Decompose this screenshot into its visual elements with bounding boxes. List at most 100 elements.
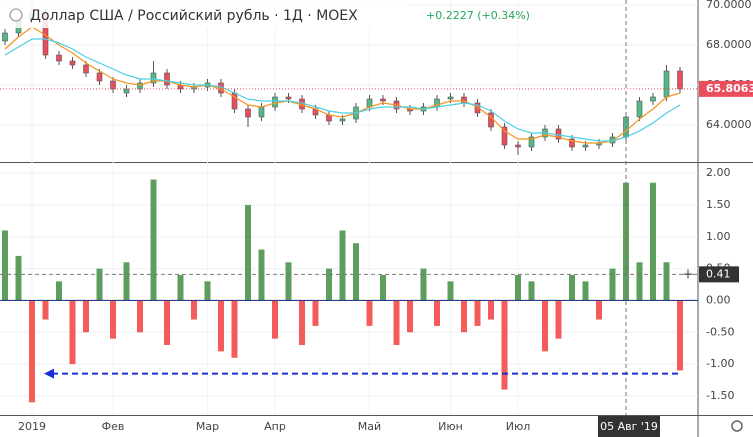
candle-body — [69, 60, 76, 66]
y-tick-label: 64.0000 — [706, 118, 752, 131]
histogram-bar — [42, 300, 49, 320]
histogram-bar — [663, 262, 670, 301]
y-tick-label: 1.00 — [706, 230, 731, 243]
histogram-bar — [15, 255, 22, 301]
histogram-bar — [461, 300, 467, 333]
candle-body — [110, 80, 116, 90]
histogram-bar — [434, 300, 440, 326]
histogram-bar — [96, 268, 103, 301]
candle-body — [258, 106, 265, 118]
histogram-bar — [555, 300, 562, 339]
moving-average — [4, 38, 681, 142]
candle-body — [339, 118, 346, 122]
candle-body — [366, 98, 373, 108]
histogram-bar — [677, 300, 683, 371]
histogram-bar — [191, 300, 197, 320]
candle-body — [83, 64, 89, 74]
candle-body — [663, 70, 670, 98]
candle-body — [528, 136, 535, 148]
histogram-bar — [218, 300, 224, 352]
histogram-bar — [164, 300, 170, 345]
histogram-bar — [636, 262, 643, 301]
candle-body — [555, 128, 562, 140]
histogram-bar — [501, 300, 508, 390]
histogram-bar — [528, 281, 535, 301]
x-tick-label: Фев — [102, 420, 125, 433]
last-price-badge — [699, 80, 753, 97]
y-tick-label: -1.50 — [706, 389, 734, 402]
candle-body — [650, 96, 656, 102]
histogram-bar — [177, 275, 184, 301]
y-tick-label: 68.0000 — [706, 38, 752, 51]
histogram-bar — [380, 275, 386, 301]
y-tick-label: -1.00 — [706, 357, 734, 370]
histogram-bar — [150, 179, 157, 301]
histogram-bar — [29, 300, 35, 403]
histogram-bar — [204, 281, 211, 301]
histogram-bar — [83, 300, 89, 333]
histogram-bar — [488, 300, 494, 320]
candle-body — [285, 96, 292, 100]
candle-body — [501, 126, 508, 146]
y-tick-label: -0.50 — [706, 325, 734, 338]
crosshair-date-badge — [598, 416, 660, 437]
histogram-bar — [353, 243, 359, 301]
candle-body — [569, 138, 575, 148]
histogram-bar — [326, 268, 332, 301]
candle-body — [447, 96, 454, 100]
histogram-bar — [258, 249, 265, 301]
histogram-bar — [69, 300, 76, 365]
candle-body — [272, 96, 278, 108]
candle-body — [474, 102, 481, 114]
candle-body — [582, 144, 589, 148]
histogram-bar — [56, 281, 62, 301]
header-icon — [9, 8, 23, 22]
candle-body — [515, 144, 521, 148]
chart-title: Доллар США / Российский рубль · 1Д · MOE… — [30, 8, 358, 24]
candle-body — [636, 100, 643, 118]
moving-average — [4, 26, 681, 144]
histogram-bar — [650, 182, 656, 301]
x-tick-label: Апр — [264, 420, 286, 433]
histogram-bar — [474, 300, 481, 326]
settings-icon[interactable] — [731, 420, 743, 432]
histogram-bar — [231, 300, 238, 358]
histogram-bar — [312, 300, 319, 326]
candle-body — [123, 88, 130, 94]
histogram-bar — [137, 300, 143, 333]
histogram-bar — [569, 275, 575, 301]
candle-body — [326, 114, 332, 122]
candle-body — [96, 72, 103, 82]
x-tick-label: Июл — [506, 420, 531, 433]
y-tick-label: 1.50 — [706, 198, 731, 211]
histogram-bar — [596, 300, 602, 320]
candle-body — [245, 108, 251, 118]
crosshair-badge — [699, 266, 739, 283]
y-tick-label: 2.00 — [706, 166, 731, 179]
histogram-bar — [609, 268, 616, 301]
histogram-bar — [515, 275, 521, 301]
histogram-bar — [285, 262, 292, 301]
histogram-bar — [447, 281, 454, 301]
crosshair-value: 0.41 — [706, 267, 731, 280]
histogram-bar — [542, 300, 548, 352]
histogram-bar — [393, 300, 400, 345]
histogram-bar — [420, 268, 427, 301]
histogram-bar — [110, 300, 116, 339]
candle-body — [380, 98, 386, 102]
histogram-bar — [407, 300, 413, 333]
candle-body — [164, 72, 170, 86]
x-tick-label: 2019 — [18, 420, 46, 433]
candle-body — [2, 32, 8, 42]
last-price-label: 65.8063 — [706, 82, 753, 95]
x-tick-label: Июн — [438, 420, 463, 433]
x-tick-label: Май — [358, 420, 381, 433]
arrow-head — [44, 368, 54, 379]
change: +0.2227 (+0.34%) — [426, 9, 530, 22]
histogram-bar — [245, 205, 251, 301]
y-tick-label: 70.0000 — [706, 0, 752, 11]
candle-body — [56, 54, 62, 62]
x-tick-label: Мар — [196, 420, 219, 433]
